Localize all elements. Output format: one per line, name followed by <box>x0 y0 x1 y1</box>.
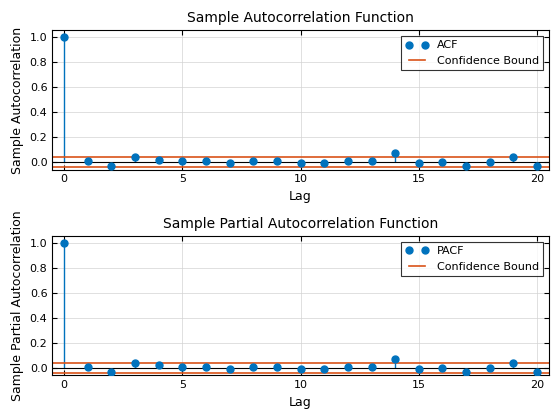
PACF <box>510 360 517 365</box>
Confidence Bound <box>85 360 91 365</box>
Line: ACF: ACF <box>60 33 540 169</box>
ACF <box>487 160 493 165</box>
Confidence Bound <box>85 155 91 160</box>
ACF <box>392 151 399 156</box>
PACF <box>392 357 399 362</box>
ACF <box>274 158 281 163</box>
PACF <box>250 364 256 369</box>
PACF <box>321 367 328 372</box>
PACF <box>416 367 422 372</box>
PACF <box>534 369 540 374</box>
Title: Sample Autocorrelation Function: Sample Autocorrelation Function <box>187 11 414 25</box>
Line: PACF: PACF <box>60 239 540 375</box>
Confidence Bound <box>60 155 67 160</box>
PACF <box>344 364 351 369</box>
PACF <box>297 367 304 372</box>
ACF <box>416 161 422 166</box>
Title: Sample Partial Autocorrelation Function: Sample Partial Autocorrelation Function <box>163 217 438 231</box>
ACF <box>203 158 209 163</box>
Legend: ACF, Confidence Bound: ACF, Confidence Bound <box>401 36 543 71</box>
PACF <box>132 360 138 365</box>
ACF <box>155 157 162 162</box>
Y-axis label: Sample Partial Autocorrelation: Sample Partial Autocorrelation <box>11 210 24 401</box>
PACF <box>226 367 233 372</box>
ACF <box>534 163 540 168</box>
PACF <box>274 364 281 369</box>
ACF <box>297 161 304 166</box>
PACF <box>368 364 375 369</box>
PACF <box>439 365 446 370</box>
ACF <box>132 155 138 160</box>
ACF <box>179 158 186 163</box>
PACF <box>179 364 186 369</box>
ACF <box>250 158 256 163</box>
ACF <box>463 163 469 168</box>
ACF <box>439 160 446 165</box>
ACF <box>368 158 375 163</box>
ACF <box>321 161 328 166</box>
PACF <box>108 369 115 374</box>
ACF <box>85 158 91 163</box>
PACF <box>155 363 162 368</box>
ACF <box>226 161 233 166</box>
Confidence Bound <box>60 360 67 365</box>
PACF <box>487 365 493 370</box>
ACF <box>108 163 115 168</box>
PACF <box>85 364 91 369</box>
PACF <box>60 240 67 245</box>
X-axis label: Lag: Lag <box>289 396 312 409</box>
Y-axis label: Sample Autocorrelation: Sample Autocorrelation <box>11 26 24 173</box>
PACF <box>463 369 469 374</box>
PACF <box>203 364 209 369</box>
ACF <box>344 158 351 163</box>
ACF <box>510 155 517 160</box>
X-axis label: Lag: Lag <box>289 190 312 203</box>
ACF <box>60 34 67 39</box>
Legend: PACF, Confidence Bound: PACF, Confidence Bound <box>401 242 543 276</box>
